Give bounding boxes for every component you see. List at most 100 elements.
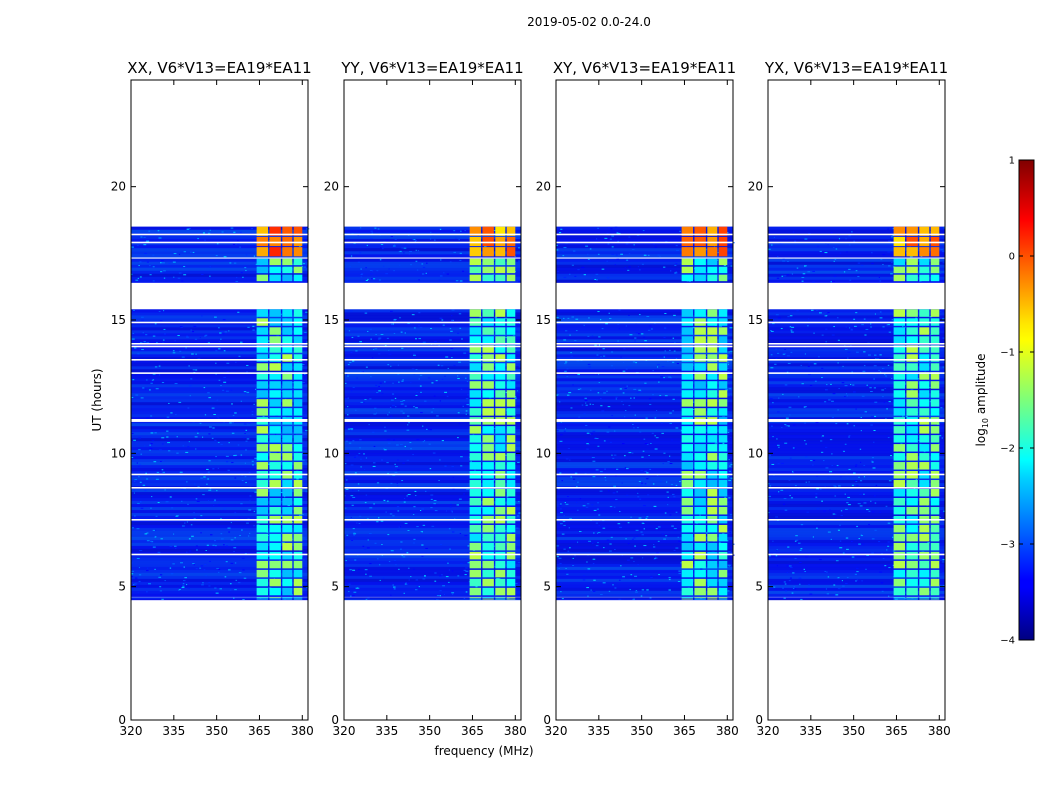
- rfi-cell: [906, 399, 918, 407]
- rfi-cell: [282, 408, 293, 416]
- rfi-cell: [718, 426, 728, 434]
- rfi-cell: [506, 345, 516, 353]
- rfi-cell: [694, 480, 706, 488]
- rfi-cell: [482, 569, 494, 578]
- rfi-cell: [482, 453, 494, 461]
- rfi-cell: [694, 327, 706, 335]
- flagged-row: [344, 359, 521, 361]
- flagged-row: [556, 345, 733, 348]
- rfi-cell: [930, 399, 940, 407]
- x-tick-label: 380: [504, 724, 527, 738]
- rfi-cell: [919, 363, 930, 371]
- y-tick-label: 20: [748, 180, 763, 194]
- rfi-cell: [282, 390, 293, 398]
- rfi-cell: [495, 258, 506, 266]
- rfi-cell: [906, 435, 918, 443]
- rfi-cell: [930, 363, 940, 371]
- rfi-cell: [495, 435, 506, 443]
- rfi-cell: [930, 587, 940, 596]
- rfi-cell: [919, 462, 930, 470]
- rfi-cell: [707, 336, 718, 344]
- rfi-cell: [718, 236, 728, 247]
- rfi-cell: [506, 444, 516, 452]
- x-tick-label: 335: [162, 724, 185, 738]
- x-tick-label: 365: [673, 724, 696, 738]
- rfi-cell: [681, 524, 694, 533]
- rfi-cell: [681, 426, 694, 434]
- rfi-cell: [707, 381, 718, 389]
- rfi-cell: [893, 236, 906, 247]
- flagged-row: [556, 420, 733, 422]
- rfi-cell: [906, 489, 918, 497]
- flagged-row: [768, 321, 945, 324]
- flagged-row: [768, 519, 945, 521]
- rfi-cell: [495, 372, 506, 380]
- rfi-cell: [906, 345, 918, 353]
- rfi-cell: [919, 542, 930, 551]
- rfi-cell: [694, 381, 706, 389]
- flagged-row: [344, 553, 521, 556]
- y-tick-label: 0: [331, 713, 339, 727]
- rfi-cell: [681, 542, 694, 551]
- rfi-cell: [269, 408, 281, 416]
- rfi-cell: [707, 258, 718, 266]
- rfi-cell: [256, 569, 269, 578]
- rfi-cell: [681, 578, 694, 587]
- rfi-cell: [256, 497, 269, 506]
- rfi-cell: [919, 453, 930, 461]
- rfi-cell: [893, 560, 906, 569]
- rfi-cell: [919, 597, 930, 599]
- rfi-cell: [930, 381, 940, 389]
- rfi-cell: [495, 462, 506, 470]
- rfi-cell: [269, 587, 281, 596]
- rfi-cell: [495, 506, 506, 515]
- rfi-cell: [482, 426, 494, 434]
- x-tick-label: 380: [928, 724, 951, 738]
- rfi-cell: [906, 542, 918, 551]
- rfi-cell: [919, 426, 930, 434]
- y-tick-label: 20: [536, 180, 551, 194]
- rfi-cell: [919, 381, 930, 389]
- rfi-cell: [256, 533, 269, 542]
- rfi-cell: [694, 597, 706, 599]
- rfi-cell: [707, 533, 718, 542]
- rfi-cell: [694, 560, 706, 569]
- rfi-cell: [482, 560, 494, 569]
- rfi-cell: [506, 274, 516, 282]
- rfi-cell: [256, 226, 269, 236]
- flagged-row: [131, 321, 308, 324]
- rfi-cell: [694, 258, 706, 266]
- rfi-cell: [282, 597, 293, 599]
- rfi-cell: [482, 309, 494, 317]
- flagged-row: [768, 420, 945, 422]
- rfi-cell: [930, 309, 940, 317]
- rfi-cell: [707, 372, 718, 380]
- x-tick-label: 335: [587, 724, 610, 738]
- rfi-cell: [893, 597, 906, 599]
- flagged-row: [344, 241, 521, 244]
- waterfall-image: [768, 226, 946, 601]
- flagged-row: [556, 487, 733, 489]
- rfi-cell: [919, 578, 930, 587]
- rfi-cell: [893, 345, 906, 353]
- rfi-cell: [930, 236, 940, 247]
- rfi-cell: [469, 408, 482, 416]
- rfi-cell: [269, 247, 281, 257]
- panel-title: XX, V6*V13=EA19*EA11: [127, 59, 311, 77]
- rfi-cell: [906, 354, 918, 362]
- rfi-cell: [293, 226, 303, 236]
- rfi-cell: [893, 226, 906, 236]
- flagged-row: [344, 345, 521, 348]
- rfi-cell: [269, 354, 281, 362]
- rfi-cell: [718, 345, 728, 353]
- rfi-cell: [293, 363, 303, 371]
- rfi-cell: [893, 551, 906, 560]
- rfi-cell: [893, 354, 906, 362]
- rfi-cell: [482, 266, 494, 274]
- rfi-cell: [681, 327, 694, 335]
- rfi-cell: [282, 381, 293, 389]
- rfi-cell: [495, 497, 506, 506]
- y-tick-label: 10: [748, 446, 763, 460]
- x-tick-label: 350: [842, 724, 865, 738]
- rfi-cell: [469, 444, 482, 452]
